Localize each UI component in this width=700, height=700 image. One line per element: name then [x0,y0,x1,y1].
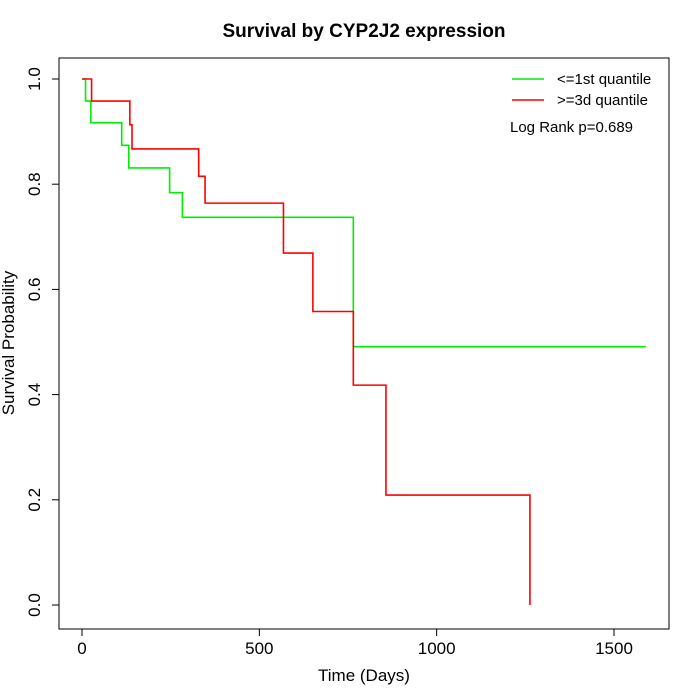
y-axis: 0.0 0.2 0.4 0.6 0.8 1.0 [25,67,59,617]
x-tick-label: 0 [77,639,86,658]
y-tick-label: 1.0 [25,67,44,91]
series-line-1 [82,78,646,348]
y-tick-label: 0.0 [25,593,44,617]
x-axis-label: Time (Days) [318,666,410,685]
series-layer [82,78,646,605]
plot-frame [58,57,670,630]
x-tick-label: 1000 [418,639,456,658]
y-tick-label: 0.4 [25,383,44,407]
y-tick-label: 0.8 [25,172,44,196]
legend-label: >=3d quantile [557,92,648,109]
y-tick-label: 0.2 [25,488,44,512]
legend-label: <=1st quantile [557,71,651,88]
series-line-2 [82,78,531,605]
y-axis-label: Survival Probability [0,270,18,415]
legend: <=1st quantile >=3d quantile [512,71,651,109]
x-tick-label: 500 [245,639,273,658]
y-tick-label: 0.6 [25,278,44,302]
log-rank-annotation: Log Rank p=0.689 [510,119,633,136]
chart-title: Survival by CYP2J2 expression [222,21,505,42]
x-tick-label: 1500 [595,639,633,658]
x-axis: 0 500 1000 1500 [77,628,633,658]
